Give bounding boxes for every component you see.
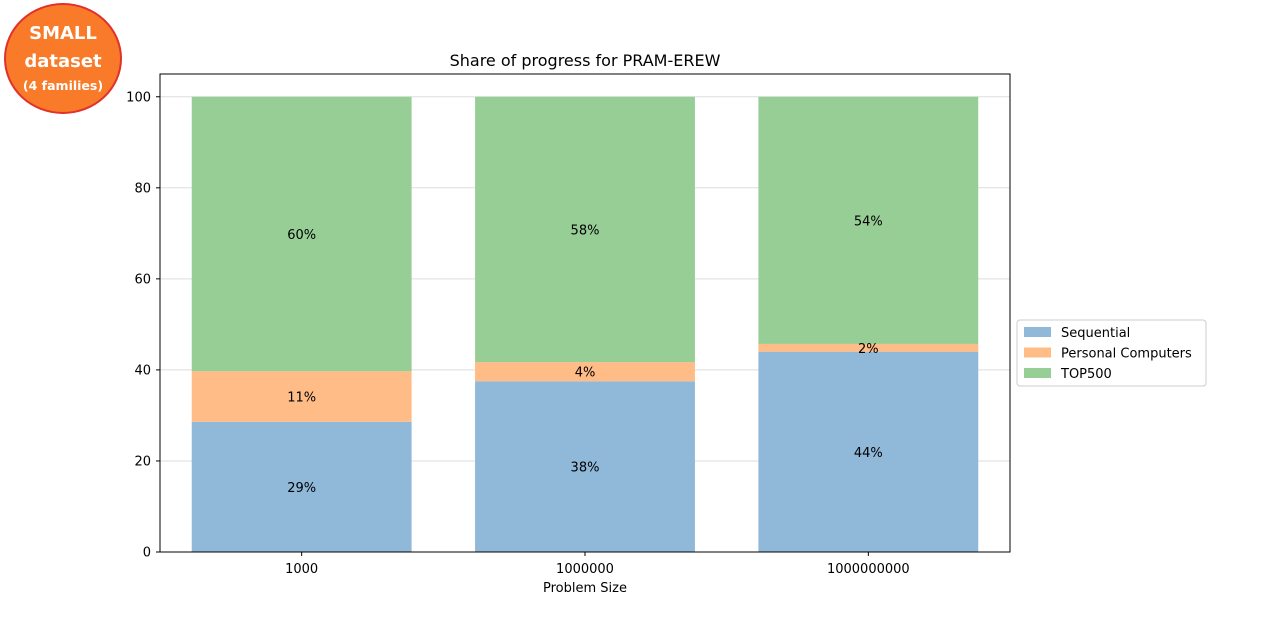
- bar-personal-computers: [191, 371, 412, 422]
- x-tick-label: 1000000000: [827, 562, 910, 577]
- bar-value-label: 29%: [287, 481, 316, 496]
- dataset-badge: SMALL dataset (4 families): [4, 3, 122, 114]
- badge-line-2: dataset: [24, 51, 102, 72]
- legend: Sequential Personal Computers TOP500: [1016, 319, 1207, 387]
- bar-value-label: 58%: [571, 223, 600, 238]
- bar-value-label: 11%: [287, 391, 316, 406]
- y-tick-label: 40: [134, 363, 151, 378]
- legend-label: Sequential: [1061, 326, 1130, 341]
- bar-personal-computers: [475, 362, 695, 382]
- y-tick-label: 60: [134, 272, 151, 287]
- bar-top500: [475, 96, 695, 363]
- y-axis: 0 20 40 60 80 100: [126, 90, 160, 561]
- y-tick-label: 20: [134, 454, 151, 469]
- x-axis-label: Problem Size: [543, 581, 627, 596]
- bar-value-label: 2%: [858, 342, 879, 357]
- bar-labels: 29% 11% 60% 38% 4% 58% 44% 2% 54%: [287, 214, 883, 496]
- bar-top500: [191, 96, 412, 372]
- legend-swatch: [1024, 368, 1051, 378]
- bar-value-label: 44%: [854, 446, 883, 461]
- bar-value-label: 4%: [575, 366, 596, 381]
- legend-swatch: [1024, 347, 1051, 358]
- x-axis: 1000 1000000 1000000000: [285, 552, 910, 577]
- bar-sequential: [475, 381, 695, 552]
- bar-personal-computers: [758, 343, 979, 352]
- legend-swatch: [1024, 327, 1051, 337]
- chart-title: Share of progress for PRAM-EREW: [450, 51, 721, 70]
- x-tick-label: 1000: [285, 562, 318, 577]
- y-tick-label: 0: [143, 546, 151, 561]
- badge-line-3: (4 families): [22, 78, 104, 93]
- bar-sequential: [758, 351, 979, 552]
- badge-line-1: SMALL: [29, 23, 97, 44]
- x-tick-label: 1000000: [556, 562, 614, 577]
- legend-frame: [1016, 319, 1207, 387]
- bar-value-label: 60%: [287, 228, 316, 243]
- legend-label: Personal Computers: [1061, 347, 1192, 362]
- legend-label: TOP500: [1060, 367, 1112, 382]
- bars: [191, 96, 979, 552]
- bar-sequential: [191, 421, 412, 552]
- y-tick-label: 100: [126, 90, 151, 105]
- bar-top500: [758, 96, 979, 344]
- bar-value-label: 54%: [854, 214, 883, 229]
- bar-value-label: 38%: [571, 461, 600, 476]
- y-tick-label: 80: [134, 181, 151, 196]
